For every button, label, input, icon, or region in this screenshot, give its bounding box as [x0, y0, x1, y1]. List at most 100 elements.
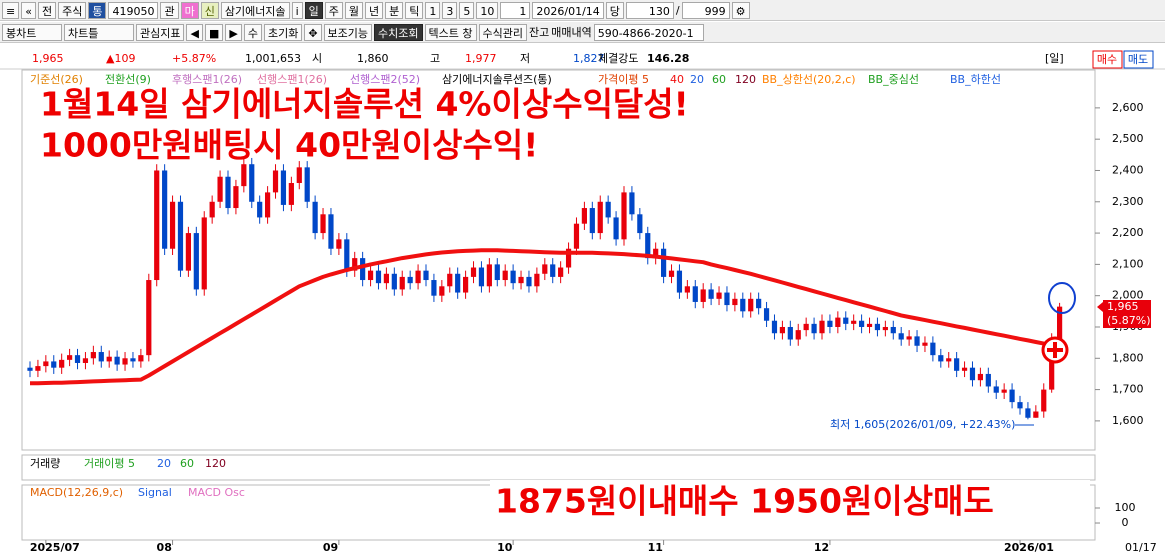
candle-body: [969, 367, 976, 381]
legend-item: 20: [690, 73, 704, 86]
low: 1,827: [573, 52, 605, 65]
date-input[interactable]: 2026/01/14: [532, 1, 604, 19]
button[interactable]: 일: [304, 1, 323, 19]
button[interactable]: 년: [365, 1, 384, 19]
button[interactable]: 주식: [58, 1, 87, 19]
sell-button[interactable]: [1123, 50, 1154, 69]
input[interactable]: 999: [681, 1, 730, 19]
candle-body: [621, 192, 627, 240]
checkbox-label[interactable]: 매매내역: [551, 26, 592, 39]
candle-body: [494, 264, 500, 281]
candle-body: [43, 361, 49, 367]
checkbox-label[interactable]: 잔고: [528, 26, 550, 39]
y-tick-label: 1,700: [1112, 383, 1144, 396]
button[interactable]: 1: [425, 1, 441, 19]
input[interactable]: 419050: [108, 1, 159, 19]
candle-body: [138, 355, 144, 362]
button[interactable]: 관: [160, 1, 179, 19]
headline: 1000만원배팅시 40만원이상수익!: [40, 126, 538, 165]
candle-body: [724, 292, 730, 306]
volume-legend: 거래량: [30, 457, 60, 470]
button[interactable]: 5: [459, 1, 475, 19]
button[interactable]: 초기화: [263, 23, 303, 41]
price-tag-arrow: [1097, 302, 1103, 312]
candle-body: [763, 308, 770, 321]
high: 1,977: [465, 52, 497, 65]
background: [0, 44, 1165, 557]
candle-body: [977, 373, 983, 381]
button[interactable]: 텍스트 창: [424, 23, 477, 41]
candle-body: [550, 264, 556, 277]
candle-body: [613, 217, 619, 240]
candle-body: [486, 264, 492, 287]
button[interactable]: 관심지표: [136, 23, 185, 41]
candle-body: [843, 317, 849, 324]
price: 1,965: [32, 52, 64, 65]
button[interactable]: 수치조회: [374, 23, 423, 41]
button[interactable]: 당: [605, 1, 624, 19]
button[interactable]: 보조기능: [323, 23, 373, 41]
candle-body: [336, 239, 342, 249]
button[interactable]: 주: [324, 1, 343, 19]
button[interactable]: ≡: [2, 1, 20, 19]
buy-button[interactable]: [1092, 50, 1123, 69]
candle-body: [542, 264, 548, 274]
button[interactable]: ■: [204, 23, 224, 41]
input[interactable]: 130: [625, 1, 674, 19]
button[interactable]: 전: [37, 1, 57, 19]
macd-tick-label: 0: [1122, 516, 1129, 529]
candle-body: [328, 214, 334, 249]
low-annotation: 최저 1,605(2026/01/09, +22.43%): [830, 418, 1015, 431]
candle-body: [961, 367, 968, 371]
candle-body: [787, 326, 793, 340]
highlight-circle: [1048, 282, 1076, 314]
sell-label[interactable]: 매도: [1128, 53, 1148, 66]
candle-body: [98, 352, 104, 362]
button[interactable]: ✥: [304, 23, 322, 41]
headline: 1875원이내매수 1950원이상매도: [495, 482, 994, 521]
candle-body: [122, 358, 128, 365]
button[interactable]: 틱: [405, 1, 424, 19]
button[interactable]: 마: [180, 1, 199, 19]
legend-item: 삼기에너지솔루션즈(통): [442, 73, 552, 86]
candle-body: [439, 286, 445, 296]
button[interactable]: ⚙: [731, 1, 750, 19]
candle-body: [954, 358, 960, 371]
price-tag-text: (5.87%): [1107, 314, 1151, 327]
button[interactable]: 통: [88, 1, 107, 19]
legend-item: 120: [735, 73, 756, 86]
button[interactable]: 차트틀: [64, 23, 134, 41]
legend-item: 선행스팬2(52): [350, 73, 420, 86]
button[interactable]: 3: [442, 1, 458, 19]
button[interactable]: 10: [476, 1, 499, 19]
legend-item: 40: [670, 73, 684, 86]
button[interactable]: 수: [243, 23, 262, 41]
button[interactable]: 분: [385, 1, 404, 19]
account-select[interactable]: 590-4866-2020-1: [593, 23, 704, 41]
legend-item: 기준선(26): [30, 73, 83, 86]
candle-body: [82, 358, 89, 363]
candle-body: [906, 336, 912, 340]
candle-body: [502, 270, 508, 281]
candle-body: [993, 386, 999, 393]
legend: 기준선(26) 전환선(9) 후행스팬1(26) 선행스팬1(26) 선행스팬2…: [30, 72, 1001, 86]
input[interactable]: 1: [500, 1, 531, 19]
button[interactable]: 월: [344, 1, 363, 19]
candle-body: [558, 267, 564, 277]
period: [일]: [1045, 51, 1064, 65]
candle-body: [653, 248, 659, 259]
button[interactable]: ▶: [225, 23, 242, 41]
button[interactable]: 봉차트: [2, 23, 62, 41]
button[interactable]: ◀: [186, 23, 203, 41]
button[interactable]: «: [21, 1, 36, 19]
stock-name[interactable]: 삼기에너지솔: [220, 1, 290, 19]
legend-item: 선행스팬1(26): [257, 73, 327, 86]
button[interactable]: i: [291, 1, 303, 19]
candle-body: [447, 273, 453, 287]
headline: 1월14일 삼기에너지솔루션 4%이상수익달성!: [40, 85, 689, 124]
candle-body: [1049, 339, 1055, 390]
buy-label[interactable]: 매수: [1097, 53, 1117, 66]
button[interactable]: 수식관리: [478, 23, 527, 41]
button[interactable]: 신: [200, 1, 219, 19]
legend-item: 60: [712, 73, 726, 86]
